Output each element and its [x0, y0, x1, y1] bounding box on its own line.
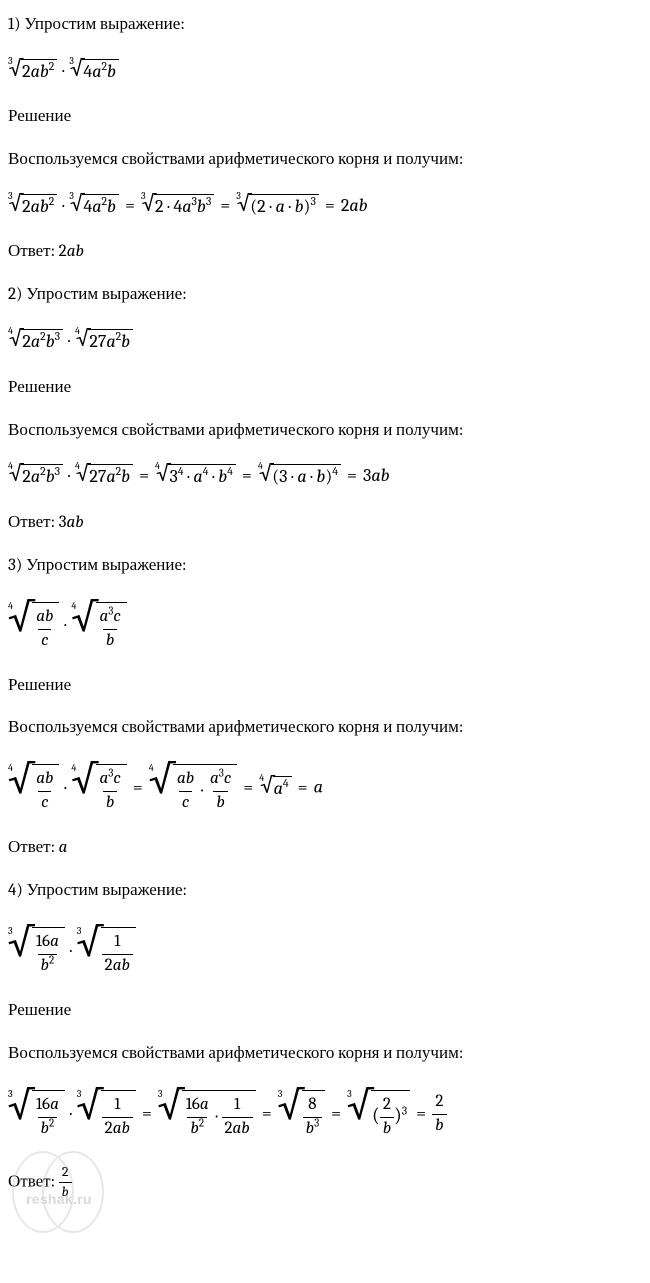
problem-block: 4) Упростим выражение: 3√16ab2·3√12ab Реше…	[8, 880, 642, 1201]
problem-header: 3) Упростим выражение:	[8, 555, 642, 578]
solution-text: Воспользуемся свойствами арифметического…	[8, 1043, 642, 1066]
solution-label: Решение	[8, 1000, 642, 1023]
solution-label: Решение	[8, 377, 642, 400]
problem-header: 2) Упростим выражение:	[8, 284, 642, 307]
solution-work: 4√2a2b3·4√27a2b=4√34 · a4 · b4=4√(3 · a …	[8, 462, 642, 491]
solution-text: Воспользуемся свойствами арифметического…	[8, 149, 642, 172]
expression: 4√2a2b3·4√27a2b	[8, 327, 642, 356]
problem-block: 3) Упростим выражение: 4√abc·4√a3cb Решени…	[8, 555, 642, 861]
solution-work: 3√2ab2·3√4a2b=3√2 · 4a3b3=3√(2 · a · b)3…	[8, 192, 642, 221]
expression: 4√abc·4√a3cb	[8, 598, 642, 655]
answer: Ответ: a	[8, 837, 642, 860]
solution-text: Воспользуемся свойствами арифметического…	[8, 717, 642, 740]
expression: 3√2ab2·3√4a2b	[8, 57, 642, 86]
solution-text: Воспользуемся свойствами арифметического…	[8, 420, 642, 443]
solution-label: Решение	[8, 106, 642, 129]
document-body: 1) Упростим выражение: 3√2ab2·3√4a2b Решен…	[8, 14, 642, 1202]
solution-work: 3√16ab2·3√12ab=3√16ab2 · 12ab=3√8b3=3√(2…	[8, 1086, 642, 1143]
expression: 3√16ab2·3√12ab	[8, 923, 642, 980]
problem-block: 1) Упростим выражение: 3√2ab2·3√4a2b Решен…	[8, 14, 642, 264]
solution-label: Решение	[8, 675, 642, 698]
problem-header: 4) Упростим выражение:	[8, 880, 642, 903]
problem-block: 2) Упростим выражение: 4√2a2b3·4√27a2b Реш…	[8, 284, 642, 534]
answer: Ответ: 3ab	[8, 512, 642, 535]
solution-work: 4√abc·4√a3cb=4√abc · a3cb=4√a4=a	[8, 760, 642, 817]
answer: Ответ: 2b	[8, 1163, 642, 1202]
answer: Ответ: 2ab	[8, 241, 642, 264]
problem-header: 1) Упростим выражение:	[8, 14, 642, 37]
